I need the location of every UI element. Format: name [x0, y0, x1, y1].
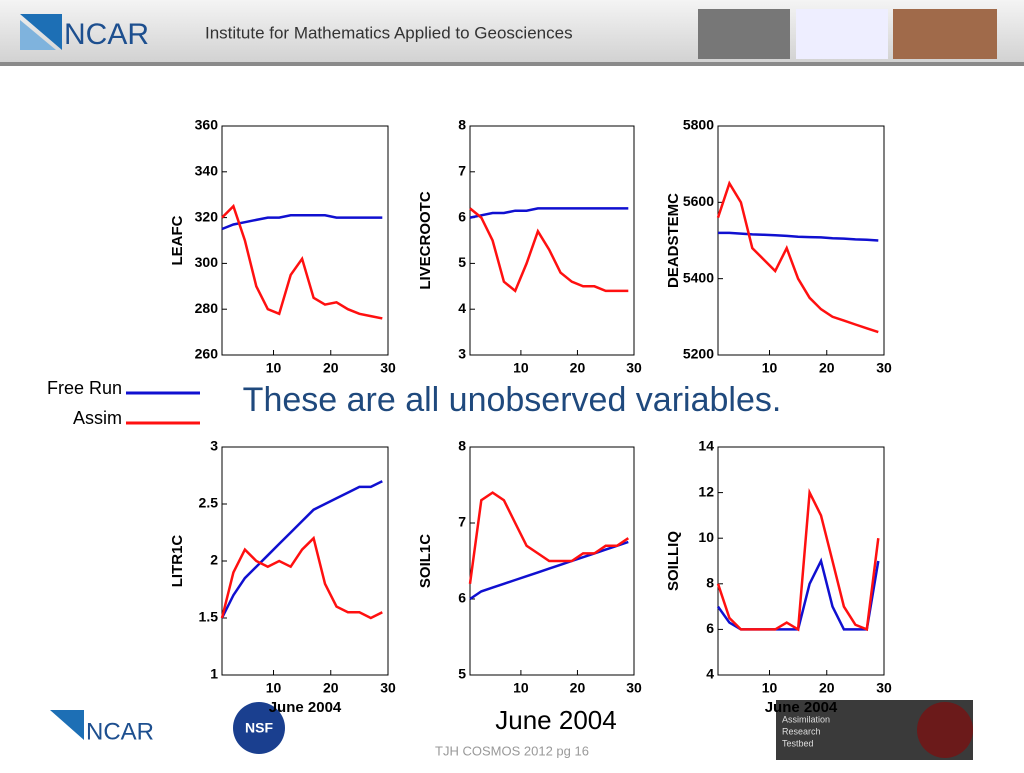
y-tick-label: 14 — [698, 438, 714, 454]
series-line — [220, 535, 383, 620]
y-tick-label: 5 — [458, 254, 466, 270]
x-tick-label: 20 — [570, 360, 586, 376]
y-tick-label: 5600 — [683, 193, 714, 209]
y-tick-label: 260 — [195, 346, 219, 362]
legend-label: Free Run — [47, 378, 122, 398]
x-tick-label: 30 — [380, 360, 396, 376]
y-tick-label: 6 — [706, 620, 714, 636]
series-line — [220, 480, 383, 619]
dart-text: Assimilation — [782, 714, 830, 724]
x-tick-label: 20 — [819, 680, 835, 696]
y-tick-label: 1 — [210, 666, 218, 682]
plot-area — [469, 125, 635, 356]
y-tick-label: 3 — [210, 438, 218, 454]
logo-mark — [50, 710, 84, 740]
y-tick-label: 5400 — [683, 269, 714, 285]
y-tick-label: 8 — [458, 438, 466, 454]
plot-area — [717, 446, 885, 676]
series-line — [716, 180, 879, 334]
y-tick-label: 12 — [698, 483, 714, 499]
x-tick-label: 10 — [762, 680, 778, 696]
y-tick-label: 7 — [458, 514, 466, 530]
y-tick-label: 6 — [458, 208, 466, 224]
x-tick-label: 30 — [876, 680, 892, 696]
series-line — [716, 488, 880, 632]
series-line — [718, 231, 879, 242]
y-tick-label: 4 — [458, 300, 466, 316]
x-tick-label: 10 — [513, 360, 529, 376]
dart-text: Research — [782, 726, 821, 736]
series-line — [469, 540, 629, 601]
series-line — [221, 214, 383, 231]
x-tick-label: 10 — [266, 680, 282, 696]
y-axis-label: SOIL1C — [417, 534, 434, 588]
header-rule — [0, 62, 1024, 66]
y-tick-label: 8 — [706, 575, 714, 591]
x-axis-label: June 2004 — [269, 699, 342, 716]
y-tick-label: 5200 — [683, 346, 714, 362]
x-tick-label: 10 — [266, 360, 282, 376]
y-axis-label: DEADSTEMC — [665, 193, 682, 288]
y-tick-label: 300 — [195, 254, 219, 270]
logo-text: NCAR — [86, 718, 154, 745]
y-tick-label: 1.5 — [199, 609, 219, 625]
nsf-text: NSF — [245, 720, 273, 736]
header-photo — [796, 9, 888, 59]
slide-text: These are all unobserved variables. — [243, 381, 782, 419]
y-tick-label: 7 — [458, 163, 466, 179]
series-line — [469, 207, 629, 219]
y-tick-label: 320 — [195, 208, 219, 224]
x-tick-label: 20 — [570, 680, 586, 696]
x-tick-label: 20 — [323, 680, 339, 696]
y-tick-label: 3 — [458, 346, 466, 362]
y-tick-label: 8 — [458, 117, 466, 133]
header-photo — [893, 9, 997, 59]
series-line — [468, 491, 629, 584]
header-photo — [698, 9, 790, 59]
dartboard — [917, 702, 973, 758]
y-axis-label: LIVECROOTC — [417, 191, 434, 290]
logo-text: NCAR — [64, 18, 149, 51]
y-tick-label: 10 — [698, 529, 714, 545]
y-tick-label: 340 — [195, 163, 219, 179]
x-tick-label: 30 — [380, 680, 396, 696]
caption: June 2004 — [495, 705, 616, 735]
plot-area — [221, 125, 389, 356]
y-tick-label: 280 — [195, 300, 219, 316]
logo-mark — [20, 20, 56, 50]
x-tick-label: 10 — [513, 680, 529, 696]
y-axis-label: SOILLIQ — [665, 531, 682, 591]
logo-mark — [20, 14, 62, 50]
footer: TJH COSMOS 2012 pg 16 — [435, 743, 589, 758]
x-tick-label: 30 — [626, 680, 642, 696]
nsf-logo — [233, 702, 285, 754]
y-axis-label: LITR1C — [169, 535, 186, 588]
plot-area — [221, 446, 389, 676]
x-tick-label: 10 — [762, 360, 778, 376]
y-tick-label: 6 — [458, 590, 466, 606]
x-axis-label: June 2004 — [765, 699, 838, 716]
series-line — [469, 207, 629, 293]
series-line — [221, 203, 383, 320]
y-tick-label: 5 — [458, 666, 466, 682]
y-tick-label: 2.5 — [199, 495, 219, 511]
y-tick-label: 5800 — [683, 117, 714, 133]
y-tick-label: 4 — [706, 666, 714, 682]
y-tick-label: 360 — [195, 117, 219, 133]
x-tick-label: 20 — [323, 360, 339, 376]
legend-label: Assim — [73, 408, 122, 428]
y-tick-label: 2 — [210, 552, 218, 568]
x-tick-label: 30 — [876, 360, 892, 376]
header-title: Institute for Mathematics Applied to Geo… — [205, 23, 573, 42]
x-tick-label: 20 — [819, 360, 835, 376]
x-tick-label: 30 — [626, 360, 642, 376]
y-axis-label: LEAFC — [169, 215, 186, 265]
dart-text: Testbed — [782, 738, 814, 748]
